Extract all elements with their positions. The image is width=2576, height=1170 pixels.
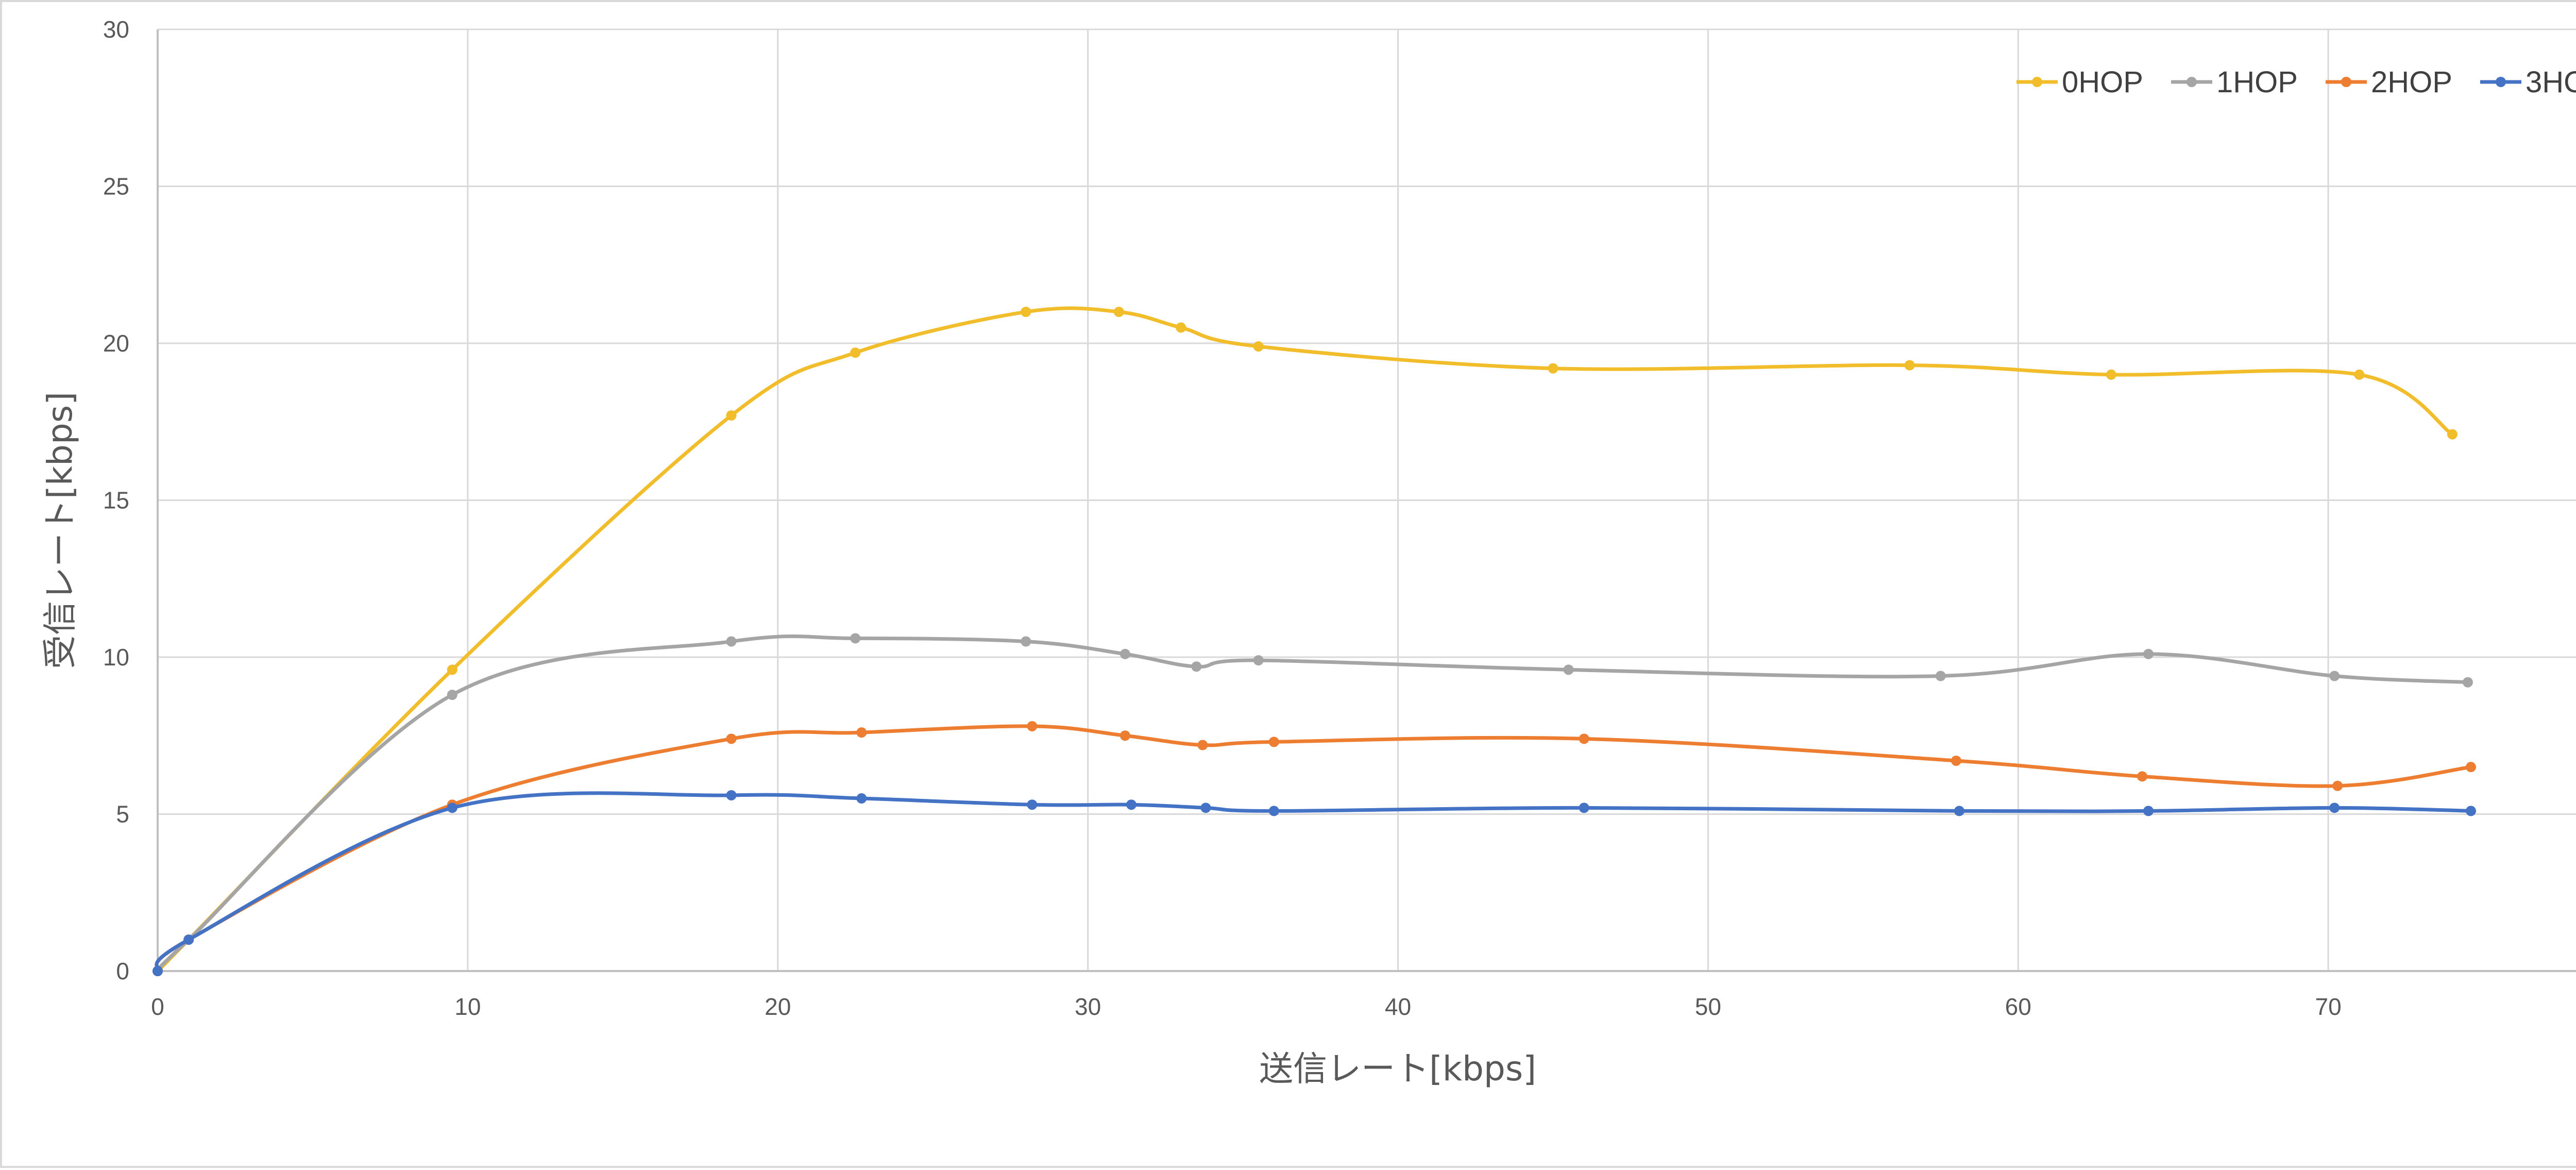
legend-marker-0hop <box>2032 77 2042 87</box>
data-point-3hop <box>183 934 194 945</box>
data-point-3hop <box>1579 803 1589 813</box>
data-point-1hop <box>2143 648 2154 659</box>
data-point-3hop <box>1268 806 1279 816</box>
data-point-2hop <box>856 727 867 738</box>
x-tick-label: 30 <box>1075 993 1101 1020</box>
data-point-1hop <box>2462 677 2473 688</box>
data-point-0hop <box>2447 429 2458 440</box>
data-point-1hop <box>2329 671 2340 681</box>
y-tick-label: 15 <box>103 487 129 514</box>
data-point-3hop <box>856 793 867 804</box>
x-tick-label: 0 <box>151 993 164 1020</box>
y-tick-label: 20 <box>103 330 129 357</box>
y-tick-label: 10 <box>103 644 129 671</box>
data-point-3hop <box>152 966 163 976</box>
data-point-2hop <box>1027 721 1038 731</box>
y-tick-label: 25 <box>103 173 129 200</box>
data-point-0hop <box>2106 369 2116 380</box>
data-point-3hop <box>1200 803 1211 813</box>
data-point-1hop <box>726 636 737 647</box>
data-point-2hop <box>1579 733 1589 744</box>
legend-marker-2hop <box>2341 77 2351 87</box>
data-point-1hop <box>1253 655 1264 666</box>
series-group <box>152 306 2476 976</box>
data-point-2hop <box>2465 762 2476 773</box>
data-point-3hop <box>2329 803 2340 813</box>
data-point-0hop <box>1253 341 1264 352</box>
data-point-2hop <box>1197 740 1208 750</box>
data-point-2hop <box>2332 780 2343 791</box>
y-tick-label: 0 <box>116 958 129 984</box>
data-point-2hop <box>726 733 737 744</box>
series-line-0hop <box>155 306 2454 975</box>
data-point-1hop <box>850 633 861 644</box>
data-point-0hop <box>447 664 457 675</box>
legend-label-0hop: 0HOP <box>2062 65 2143 99</box>
data-point-0hop <box>1548 363 1558 374</box>
x-tick-label: 70 <box>2315 993 2342 1020</box>
series-3hop <box>152 790 2476 976</box>
data-point-0hop <box>726 410 737 421</box>
data-point-1hop <box>1021 636 1031 647</box>
series-1hop <box>152 633 2473 976</box>
data-point-1hop <box>1191 661 1202 672</box>
x-tick-label: 20 <box>765 993 791 1020</box>
data-point-0hop <box>1021 307 1031 317</box>
data-point-3hop <box>1126 799 1137 810</box>
series-2hop <box>152 721 2476 976</box>
data-point-3hop <box>447 803 457 813</box>
legend-label-1hop: 1HOP <box>2216 65 2298 99</box>
data-point-0hop <box>1113 307 1124 317</box>
x-tick-label: 50 <box>1695 993 1721 1020</box>
data-point-0hop <box>1904 360 1915 371</box>
y-tick-label: 30 <box>103 16 129 43</box>
data-point-1hop <box>1935 671 1946 681</box>
legend-item-2hop: 2HOP <box>2326 65 2452 99</box>
data-point-3hop <box>1027 799 1038 810</box>
x-tick-label: 10 <box>454 993 481 1020</box>
data-point-0hop <box>1176 322 1187 333</box>
legend-item-1hop: 1HOP <box>2171 65 2298 99</box>
series-line-3hop <box>155 791 2473 973</box>
x-tick-label: 60 <box>2005 993 2031 1020</box>
legend-marker-1hop <box>2187 77 2197 87</box>
data-point-1hop <box>447 690 457 700</box>
data-point-3hop <box>2143 806 2154 816</box>
legend-item-3hop: 3HOP <box>2480 65 2576 99</box>
data-point-1hop <box>1563 664 1574 675</box>
axes: 01020304050607080051015202530 <box>103 16 2576 1020</box>
legend: 0HOP 1HOP 2HOP 3HOP <box>2016 65 2576 99</box>
data-point-1hop <box>1120 648 1130 659</box>
y-axis-title: 受信レート[kbps] <box>40 392 80 669</box>
data-point-3hop <box>726 790 737 800</box>
data-point-2hop <box>2137 771 2147 782</box>
x-axis-title: 送信レート[kbps] <box>1259 1049 1536 1089</box>
data-point-2hop <box>1120 730 1130 741</box>
data-point-0hop <box>850 347 861 358</box>
y-tick-label: 5 <box>116 801 129 828</box>
series-line-1hop <box>155 634 2470 973</box>
data-point-3hop <box>1954 806 1964 816</box>
series-line-2hop <box>155 724 2473 973</box>
legend-item-0hop: 0HOP <box>2016 65 2143 99</box>
legend-label-3hop: 3HOP <box>2526 65 2576 99</box>
data-point-2hop <box>1268 737 1279 747</box>
legend-marker-3hop <box>2496 77 2506 87</box>
legend-label-2hop: 2HOP <box>2371 65 2452 99</box>
x-tick-label: 40 <box>1385 993 1411 1020</box>
series-0hop <box>152 306 2458 976</box>
data-point-0hop <box>2354 369 2365 380</box>
data-point-2hop <box>1951 755 1961 766</box>
data-point-3hop <box>2465 806 2476 816</box>
gridlines <box>157 28 2576 972</box>
